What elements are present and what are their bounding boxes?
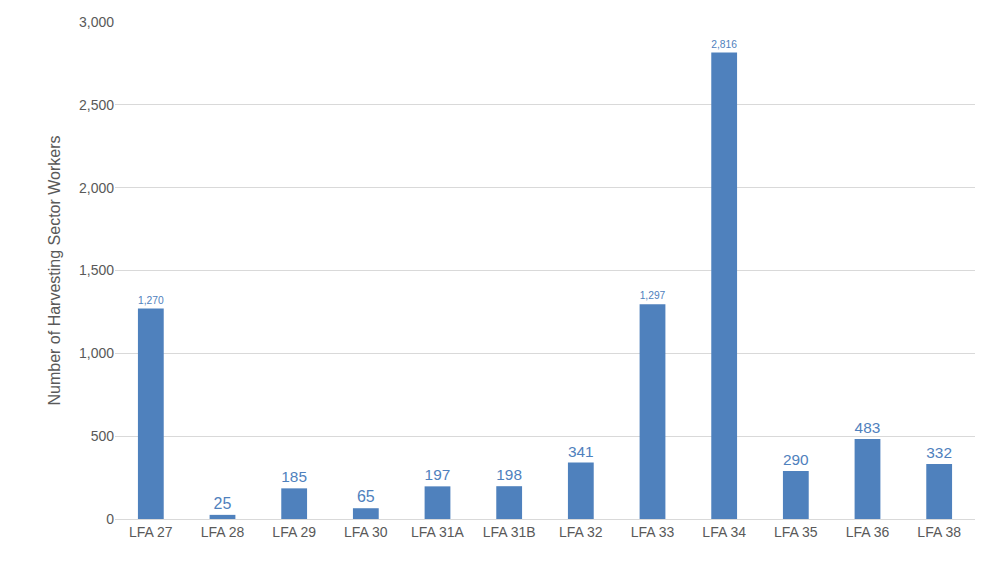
svg-text:25: 25 xyxy=(214,495,232,512)
svg-text:1,500: 1,500 xyxy=(79,262,114,278)
svg-text:290: 290 xyxy=(783,451,809,468)
svg-text:LFA 36: LFA 36 xyxy=(846,524,890,540)
svg-text:198: 198 xyxy=(496,466,522,483)
svg-text:LFA 38: LFA 38 xyxy=(917,524,961,540)
svg-text:0: 0 xyxy=(106,511,114,527)
svg-text:LFA 33: LFA 33 xyxy=(631,524,675,540)
svg-text:1,000: 1,000 xyxy=(79,345,114,361)
svg-text:LFA 32: LFA 32 xyxy=(559,524,603,540)
svg-text:2,816: 2,816 xyxy=(711,39,737,50)
svg-text:483: 483 xyxy=(855,419,881,436)
svg-text:1,270: 1,270 xyxy=(138,295,164,306)
svg-text:LFA 34: LFA 34 xyxy=(702,524,746,540)
svg-text:LFA 29: LFA 29 xyxy=(272,524,316,540)
svg-text:197: 197 xyxy=(425,466,451,483)
svg-text:341: 341 xyxy=(568,443,594,460)
svg-text:2,500: 2,500 xyxy=(79,97,114,113)
svg-text:LFA 30: LFA 30 xyxy=(344,524,388,540)
svg-text:65: 65 xyxy=(357,488,375,505)
svg-text:LFA 31A: LFA 31A xyxy=(411,524,465,540)
svg-text:1,297: 1,297 xyxy=(640,290,666,301)
svg-text:LFA 28: LFA 28 xyxy=(201,524,245,540)
svg-text:3,000: 3,000 xyxy=(79,14,114,30)
svg-text:Number of Harvesting Sector Wo: Number of Harvesting Sector Workers xyxy=(46,135,63,405)
svg-text:185: 185 xyxy=(281,468,307,485)
svg-text:500: 500 xyxy=(91,428,115,444)
svg-text:LFA 31B: LFA 31B xyxy=(483,524,536,540)
svg-text:2,000: 2,000 xyxy=(79,180,114,196)
svg-text:332: 332 xyxy=(926,444,952,461)
svg-text:LFA 27: LFA 27 xyxy=(129,524,173,540)
svg-text:LFA 35: LFA 35 xyxy=(774,524,818,540)
